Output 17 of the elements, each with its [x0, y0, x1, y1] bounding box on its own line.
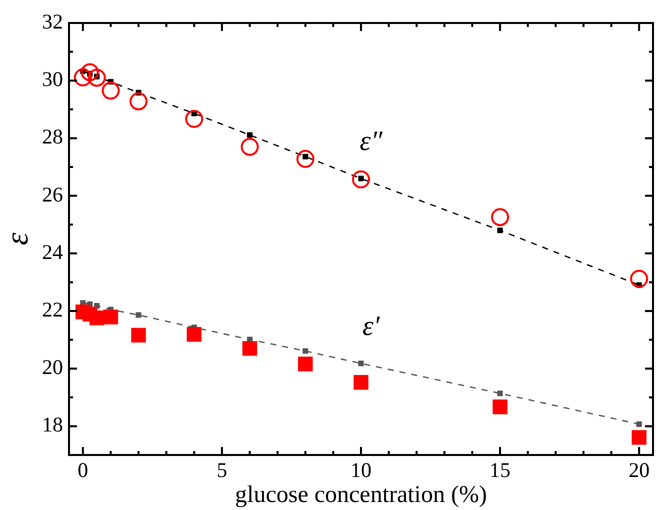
x-tick-label: 5 [216, 458, 228, 482]
y-tick-label: 20 [42, 355, 63, 380]
y-tick-label: 22 [42, 298, 63, 322]
y-tick-label: 18 [42, 412, 63, 437]
y-tick-label: 24 [42, 240, 64, 264]
series-label: ε″ [360, 126, 383, 157]
y-tick-label: 26 [42, 182, 63, 206]
y-tick-label: 32 [42, 10, 63, 34]
x-tick-label: 20 [628, 458, 650, 482]
y-tick-label: 28 [42, 124, 63, 149]
series-label: ε′ [362, 310, 380, 342]
x-tick-label: 0 [78, 458, 88, 482]
x-tick-label: 10 [350, 458, 372, 482]
y-axis-title: ε [0, 232, 35, 246]
y-tick-label: 30 [42, 67, 63, 92]
x-tick-label: 15 [490, 458, 511, 482]
x-axis-title: glucose concentration (%) [235, 482, 487, 508]
